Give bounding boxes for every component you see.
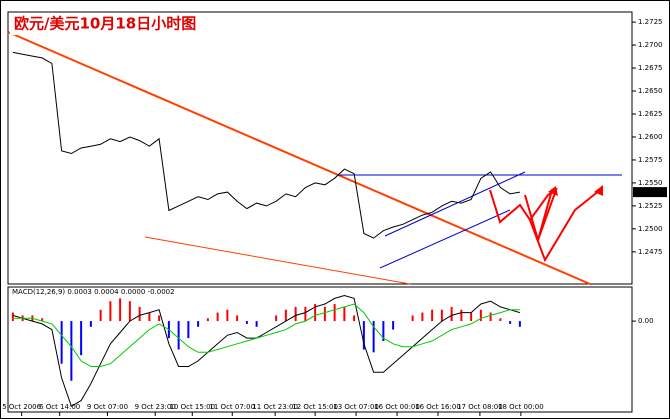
x-tick-label: 12 Oct 15:00 <box>292 403 338 411</box>
histogram-bar <box>41 318 44 322</box>
histogram-bar <box>431 309 434 322</box>
series-line <box>12 303 520 367</box>
y-tick-label: 1.2600 <box>638 133 663 141</box>
y-tick-label: 1.2650 <box>638 87 663 95</box>
price-marker <box>633 187 667 198</box>
histogram-bar <box>128 301 131 322</box>
x-tick-label: 18 Oct 00:00 <box>498 403 544 411</box>
chart-title: 欧元/美元10月18日小时图 <box>14 15 196 33</box>
histogram-bar <box>255 321 258 327</box>
x-tick-label: 9 Oct 23:00 <box>135 403 176 411</box>
y-tick-label: 1.2675 <box>638 64 663 72</box>
x-tick-label: 13 Oct 07:00 <box>333 403 379 411</box>
x-tick-label: 11 Oct 23:00 <box>252 403 298 411</box>
histogram-bar <box>275 315 278 322</box>
y-tick-label: 1.2725 <box>638 18 663 26</box>
histogram-bar <box>187 321 190 339</box>
x-tick-label: 16 Oct 16:00 <box>415 403 461 411</box>
histogram-bar <box>119 298 122 322</box>
histogram-bar <box>177 321 180 350</box>
histogram-bar <box>148 312 151 322</box>
trend-line <box>144 236 411 285</box>
y-tick-label: 1.2500 <box>638 225 663 233</box>
histogram-bar <box>284 309 287 322</box>
histogram-bar <box>450 306 453 322</box>
arrow-head <box>594 185 603 196</box>
series-line <box>12 51 520 239</box>
series-line <box>12 294 521 408</box>
channel-line <box>384 171 526 237</box>
histogram-bar <box>216 312 219 322</box>
annotations <box>7 31 622 285</box>
histogram-bar <box>479 309 482 322</box>
histogram-bar <box>60 321 63 364</box>
histogram-bar <box>343 306 346 322</box>
forecast-arrow <box>529 189 601 263</box>
y-tick-label: 1.2525 <box>638 202 663 210</box>
histogram-bar <box>158 315 161 322</box>
histogram-bar <box>245 321 248 324</box>
histogram-bar <box>294 306 297 322</box>
y-tick-label: 1.2700 <box>638 41 663 49</box>
histogram-bar <box>89 321 92 327</box>
title-box <box>10 13 196 35</box>
histogram-bar <box>489 312 492 322</box>
channel-line <box>379 209 511 269</box>
histogram-bar <box>99 309 102 322</box>
histogram-bar <box>314 304 317 322</box>
histogram-bar <box>333 304 336 322</box>
x-tick-label: 17 Oct 08:00 <box>457 403 503 411</box>
y-tick-label: 1.2625 <box>638 110 663 118</box>
x-tick-label: 11 Oct 07:00 <box>209 403 255 411</box>
histogram-bar <box>518 321 521 327</box>
macd-panel <box>7 286 633 413</box>
histogram-bar <box>138 306 141 322</box>
x-tick-label: 9 Oct 07:00 <box>87 403 128 411</box>
histogram-bar <box>80 321 83 356</box>
price-marker-label: 1.2540 <box>636 188 661 196</box>
y-tick-label: 1.2475 <box>638 248 663 256</box>
histogram-bar <box>304 306 307 322</box>
y-tick-label: 1.2575 <box>638 156 663 164</box>
arrow-head <box>548 186 558 196</box>
histogram-bar <box>323 306 326 322</box>
histogram-bar <box>226 309 229 322</box>
y-tick-label: 1.2550 <box>638 179 663 187</box>
histogram-bar <box>11 312 14 322</box>
histogram-bar <box>509 321 512 324</box>
x-tick-label: 6 Oct 14:00 <box>39 403 80 411</box>
histogram-bar <box>440 309 443 322</box>
histogram-bar <box>392 321 395 330</box>
histogram-bar <box>197 321 200 327</box>
histogram-bar <box>382 321 385 341</box>
histogram-bar <box>362 321 365 350</box>
histogram-bar <box>70 321 73 381</box>
histogram-bar <box>460 309 463 322</box>
y-tick-label: 0.00 <box>638 317 654 325</box>
histogram-bar <box>353 315 356 322</box>
histogram-bar <box>206 318 209 322</box>
histogram-bar <box>372 321 375 353</box>
histogram-bar <box>421 312 424 322</box>
histogram-bar <box>470 312 473 322</box>
histogram-bar <box>411 315 414 322</box>
price-panel <box>7 11 633 285</box>
histogram-bar <box>109 301 112 322</box>
x-tick-label: 16 Oct 00:00 <box>374 403 420 411</box>
histogram-bar <box>499 318 502 322</box>
histogram-bar <box>236 315 239 322</box>
indicator-label: MACD(12,26,9) 0.0003 0.0004 0.0000 -0.00… <box>12 288 175 296</box>
trend-line <box>7 31 591 285</box>
x-tick-label: 5 Oct 2006 <box>2 403 41 411</box>
x-tick-label: 10 Oct 15:00 <box>169 403 215 411</box>
